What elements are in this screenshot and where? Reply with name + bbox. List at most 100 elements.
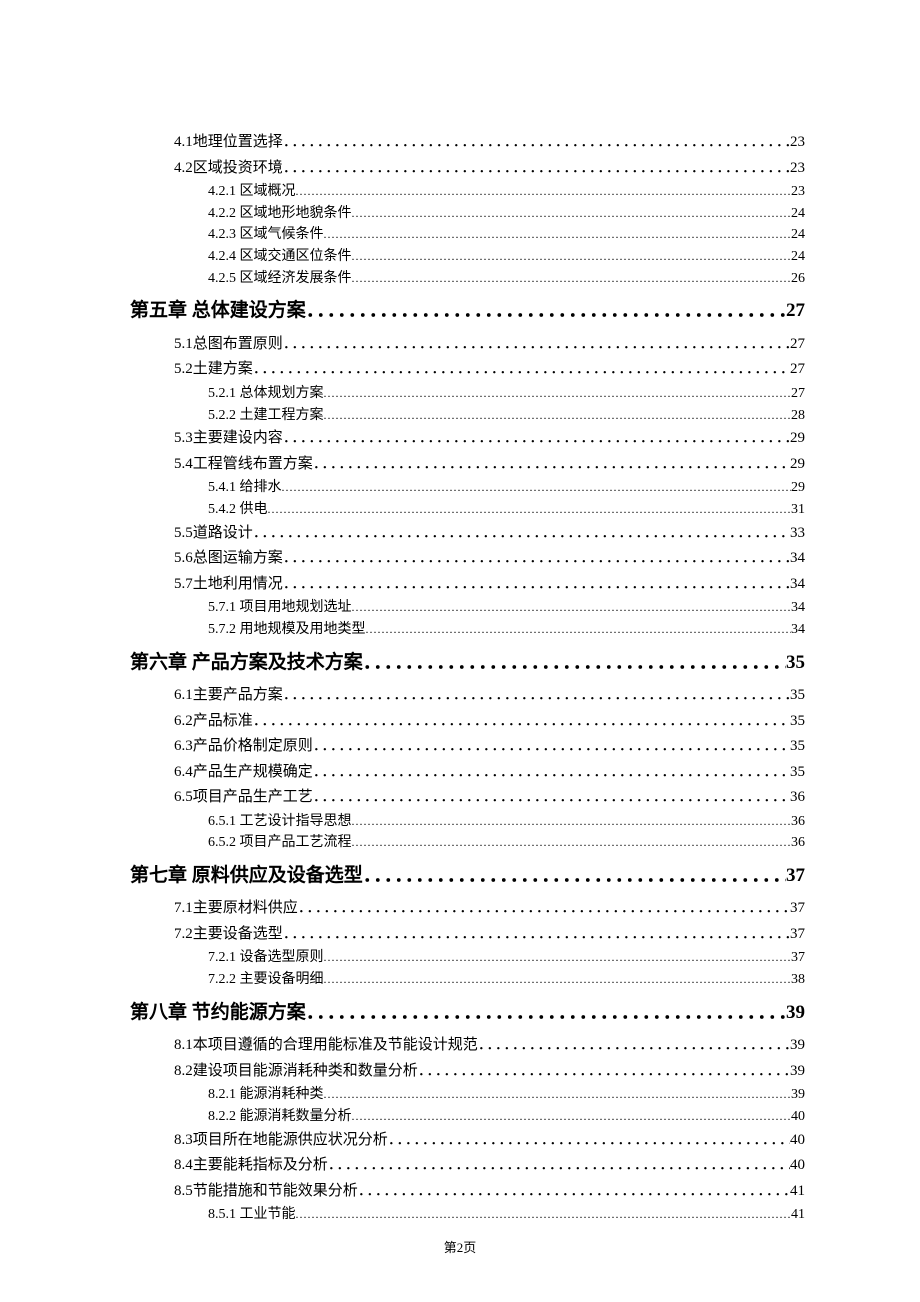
toc-title: 6.5.1 工艺设计指导思想 [208,811,352,833]
toc-page-number: 39 [791,1084,805,1106]
toc-title: 5.2.2 土建工程方案 [208,405,324,427]
toc-entry: 5.2.2 土建工程方案............................… [130,405,805,427]
toc-title: 4.2.2 区域地形地貌条件 [208,203,352,225]
toc-entry: 5.6总图运输方案．．．．．．．．．．．．．．．．．．．．．．．．．．．．．．．… [130,546,805,572]
toc-page-number: 31 [791,499,805,521]
toc-page-number: 36 [791,832,805,854]
toc-title: 5.4.1 给排水 [208,477,282,499]
toc-entry: 4.2.5 区域经济发展条件..........................… [130,268,805,290]
toc-page-number: 34 [790,572,805,598]
toc-title: 7.2.2 主要设备明细 [208,969,324,991]
toc-entry: 8.5节能措施和节能效果分析．．．．．．．．．．．．．．．．．．．．．．．．．．… [130,1179,805,1205]
toc-page-number: 36 [790,785,805,811]
toc-page-number: 24 [791,224,805,246]
toc-page-number: 29 [791,477,805,499]
toc-entry: 4.2.2 区域地形地貌条件..........................… [130,203,805,225]
toc-entry: 8.5.1 工业节能..............................… [130,1204,805,1226]
toc-entry: 5.4.2 供电................................… [130,499,805,521]
toc-page-number: 27 [790,332,805,358]
toc-title: 5.4.2 供电 [208,499,268,521]
toc-page-number: 33 [790,521,805,547]
toc-leader: ........................................… [324,406,792,425]
toc-title: 5.3主要建设内容 [174,426,283,452]
toc-leader: ．．．．．．．．．．．．．．．．．．．．．．．．．．．．．．．．．．．．．．．．… [298,896,790,922]
toc-entry: 第七章 原料供应及设备选型．．．．．．．．．．．．．．．．．．．．．．．．．．．… [130,862,805,891]
toc-page-number: 27 [790,357,805,383]
toc-page-number: 41 [791,1204,805,1226]
toc-title: 8.2.2 能源消耗数量分析 [208,1106,352,1128]
toc-leader: ........................................… [282,478,792,497]
toc-page-number: 23 [790,156,805,182]
toc-page: 4.1地理位置选择．．．．．．．．．．．．．．．．．．．．．．．．．．．．．．．… [0,0,920,1286]
toc-title: 第五章 总体建设方案 [130,297,306,326]
toc-leader: ．．．．．．．．．．．．．．．．．．．．．．．．．．．．．．．．．．．．．．．．… [283,683,790,709]
toc-page-number: 34 [791,597,805,619]
toc-page-number: 40 [790,1128,805,1154]
toc-title: 4.1地理位置选择 [174,130,283,156]
toc-page-number: 39 [786,999,805,1028]
toc-title: 4.2.1 区域概况 [208,181,296,203]
toc-entry: 5.2.1 总体规划方案............................… [130,383,805,405]
toc-entry: 8.4主要能耗指标及分析．．．．．．．．．．．．．．．．．．．．．．．．．．．．… [130,1153,805,1179]
toc-title: 6.5.2 项目产品工艺流程 [208,832,352,854]
toc-leader: ........................................… [352,1107,792,1126]
toc-leader: ．．．．．．．．．．．．．．．．．．．．．．．．．．．．．．．．．．．．．．．．… [253,521,790,547]
toc-title: 8.1本项目遵循的合理用能标准及节能设计规范 [174,1033,478,1059]
toc-entry: 4.1地理位置选择．．．．．．．．．．．．．．．．．．．．．．．．．．．．．．．… [130,130,805,156]
toc-leader: ........................................… [352,204,792,223]
toc-page-number: 38 [791,969,805,991]
toc-entry: 7.2主要设备选型．．．．．．．．．．．．．．．．．．．．．．．．．．．．．．．… [130,922,805,948]
toc-leader: ．．．．．．．．．．．．．．．．．．．．．．．．．．．．．．．．．．．．．．．．… [283,156,790,182]
toc-title: 8.3项目所在地能源供应状况分析 [174,1128,388,1154]
toc-page-number: 35 [790,760,805,786]
toc-entry: 4.2区域投资环境．．．．．．．．．．．．．．．．．．．．．．．．．．．．．．．… [130,156,805,182]
toc-entry: 5.7土地利用情况．．．．．．．．．．．．．．．．．．．．．．．．．．．．．．．… [130,572,805,598]
toc-page-number: 36 [791,811,805,833]
toc-entry: 6.1主要产品方案．．．．．．．．．．．．．．．．．．．．．．．．．．．．．．．… [130,683,805,709]
toc-leader: ．．．．．．．．．．．．．．．．．．．．．．．．．．．．．．．．．．．．．．．．… [283,332,790,358]
toc-title: 8.4主要能耗指标及分析 [174,1153,328,1179]
toc-page-number: 34 [791,619,805,641]
toc-page-number: 39 [790,1033,805,1059]
page-footer: 第2页 [0,1237,920,1256]
toc-entry: 第五章 总体建设方案．．．．．．．．．．．．．．．．．．．．．．．．．．．．．．… [130,297,805,326]
toc-leader: ........................................… [324,384,792,403]
toc-title: 8.2建设项目能源消耗种类和数量分析 [174,1059,418,1085]
toc-title: 4.2区域投资环境 [174,156,283,182]
toc-page-number: 23 [790,130,805,156]
toc-entry: 8.2.2 能源消耗数量分析..........................… [130,1106,805,1128]
toc-page-number: 34 [790,546,805,572]
toc-title: 4.2.5 区域经济发展条件 [208,268,352,290]
toc-title: 4.2.4 区域交通区位条件 [208,246,352,268]
toc-entry: 第八章 节约能源方案．．．．．．．．．．．．．．．．．．．．．．．．．．．．．．… [130,999,805,1028]
toc-leader: ．．．．．．．．．．．．．．．．．．．．．．．．．．．．．．．．．．．．．．．．… [306,297,786,326]
toc-entry: 6.2产品标准．．．．．．．．．．．．．．．．．．．．．．．．．．．．．．．．．… [130,709,805,735]
toc-page-number: 35 [790,709,805,735]
toc-entry: 5.3主要建设内容．．．．．．．．．．．．．．．．．．．．．．．．．．．．．．．… [130,426,805,452]
toc-leader: ........................................… [324,1085,792,1104]
toc-entry: 6.4产品生产规模确定．．．．．．．．．．．．．．．．．．．．．．．．．．．．．… [130,760,805,786]
toc-title: 5.1总图布置原则 [174,332,283,358]
toc-leader: ........................................… [296,182,792,201]
toc-leader: ........................................… [268,500,792,519]
toc-title: 6.3产品价格制定原则 [174,734,313,760]
toc-leader: ．．．．．．．．．．．．．．．．．．．．．．．．．．．．．．．．．．．．．．．．… [283,426,790,452]
toc-title: 5.5道路设计 [174,521,253,547]
toc-page-number: 40 [791,1106,805,1128]
toc-leader: ........................................… [352,833,792,852]
toc-leader: ．．．．．．．．．．．．．．．．．．．．．．．．．．．．．．．．．．．．．．．．… [283,130,790,156]
toc-title: 6.5项目产品生产工艺 [174,785,313,811]
toc-leader: ．．．．．．．．．．．．．．．．．．．．．．．．．．．．．．．．．．．．．．．．… [306,999,786,1028]
toc-leader: ........................................… [352,269,792,288]
toc-leader: ........................................… [366,620,792,639]
toc-title: 7.2主要设备选型 [174,922,283,948]
toc-leader: ．．．．．．．．．．．．．．．．．．．．．．．．．．．．．．．．．．．．．．．．… [313,760,790,786]
toc-title: 第六章 产品方案及技术方案 [130,649,363,678]
toc-title: 5.7土地利用情况 [174,572,283,598]
toc-entry: 6.5.1 工艺设计指导思想..........................… [130,811,805,833]
toc-entry: 8.1本项目遵循的合理用能标准及节能设计规范．．．．．．．．．．．．．．．．．．… [130,1033,805,1059]
toc-leader: ........................................… [324,948,792,967]
toc-leader: ．．．．．．．．．．．．．．．．．．．．．．．．．．．．．．．．．．．．．．．．… [328,1153,790,1179]
toc-entry: 第六章 产品方案及技术方案．．．．．．．．．．．．．．．．．．．．．．．．．．．… [130,649,805,678]
toc-page-number: 39 [790,1059,805,1085]
